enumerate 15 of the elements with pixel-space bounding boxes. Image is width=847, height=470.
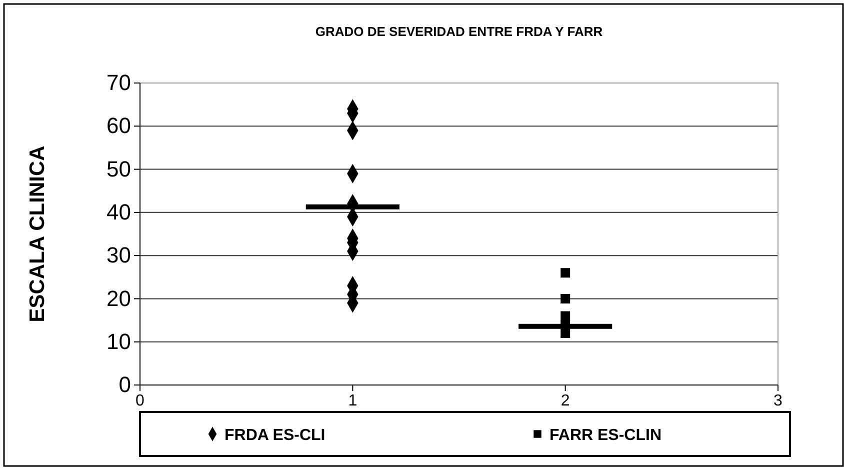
x-tick-label: 1 — [348, 392, 358, 410]
x-tick-label: 2 — [560, 392, 570, 410]
legend-label: FARR ES-CLIN — [550, 427, 662, 444]
x-tick-label: 3 — [774, 392, 783, 410]
y-tick-label: 10 — [106, 328, 131, 354]
legend-label: FRDA ES-CLI — [224, 427, 326, 444]
y-tick-label: 40 — [106, 199, 131, 224]
y-axis-title: ESCALA CLINICA — [26, 146, 49, 322]
y-tick-label: 30 — [106, 242, 131, 268]
y-tick-label: 70 — [106, 70, 131, 96]
y-tick-label: 20 — [106, 286, 131, 311]
y-tick-label: 50 — [106, 156, 131, 182]
chart-title: GRADO DE SEVERIDAD ENTRE FRDA Y FARR — [315, 24, 604, 39]
x-tick-label: 0 — [136, 392, 145, 410]
y-tick-label: 60 — [106, 113, 131, 138]
